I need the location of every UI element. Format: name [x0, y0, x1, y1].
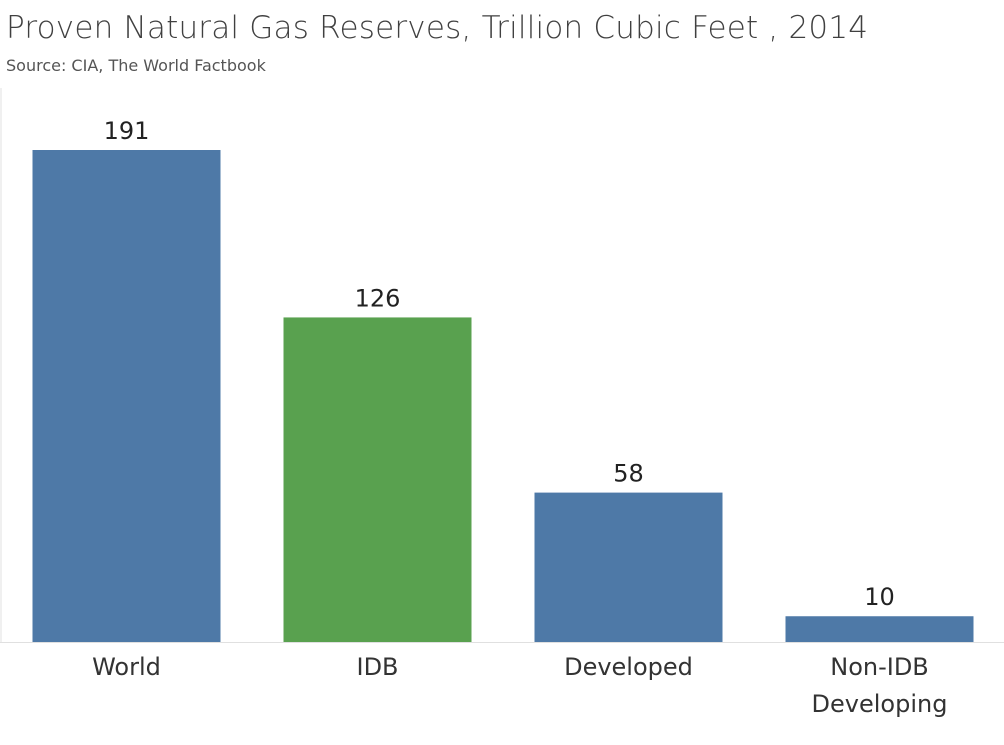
chart-subtitle: Source: CIA, The World Factbook: [6, 56, 266, 75]
value-label: 191: [104, 117, 150, 145]
chart-title: Proven Natural Gas Reserves, Trillion Cu…: [6, 10, 869, 46]
value-label: 58: [613, 460, 644, 488]
bar-idb[interactable]: [283, 317, 472, 642]
bar-world[interactable]: [32, 150, 221, 642]
category-label: Non-IDB: [830, 653, 929, 681]
category-label: World: [92, 653, 161, 681]
bar-non-idb-developing[interactable]: [785, 616, 974, 642]
category-label: Developing: [812, 690, 948, 718]
value-label: 126: [355, 284, 401, 312]
category-label: IDB: [356, 653, 398, 681]
value-label: 10: [864, 583, 895, 611]
category-label: Developed: [564, 653, 693, 681]
bar-developed[interactable]: [534, 492, 723, 642]
